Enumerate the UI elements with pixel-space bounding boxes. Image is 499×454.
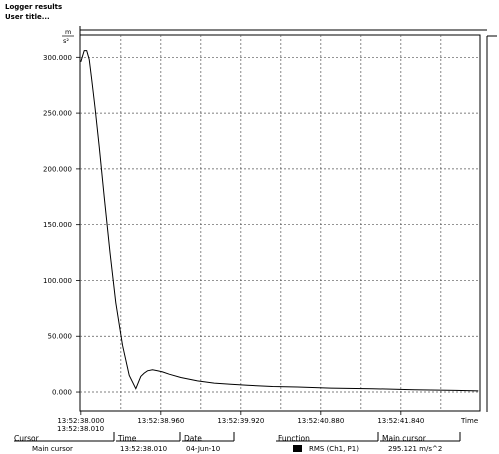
series-line-rms[interactable]: [80, 50, 479, 392]
time-column-header[interactable]: Time: [118, 434, 137, 443]
y-tick-label: 200.000: [43, 165, 72, 173]
y-tick-label: 250.000: [43, 110, 72, 118]
y-tick-label: 150.000: [43, 221, 72, 229]
x-axis-label: Time: [460, 417, 478, 425]
user-title[interactable]: User title...: [5, 13, 50, 21]
x-tick-label: 13:52:40.880: [297, 417, 344, 425]
x-start-label: 13:52:38.010: [57, 425, 104, 433]
cursor-panel-frame: [14, 432, 461, 442]
cursor-name[interactable]: Main cursor: [32, 445, 73, 453]
y-tick-label: 100.000: [43, 277, 72, 285]
function-column-header[interactable]: Function: [278, 434, 310, 443]
x-axis-ticks: 13:52:38.000 13:52:38.960 13:52:39.920 13:5…: [57, 411, 424, 425]
x-tick-label: 13:52:38.960: [137, 417, 184, 425]
main-cursor-column-header[interactable]: Main cursor: [382, 434, 426, 443]
function-value: RMS (Ch1, P1): [309, 445, 359, 453]
y-axis-ticks: 0.000 50.000 100.000 150.000 200.000 250.000 3…: [43, 54, 80, 397]
y-tick-label: 50.000: [48, 333, 73, 341]
y-tick-label: 0.000: [52, 389, 72, 397]
x-tick-label: 13:52:38.000: [57, 417, 104, 425]
x-tick-label: 13:52:39.920: [217, 417, 264, 425]
y-unit-bottom: s²: [63, 37, 69, 45]
grid: [80, 35, 480, 411]
main-cursor-value: 295.121 m/s^2: [388, 445, 443, 453]
date-column-header[interactable]: Date: [184, 434, 202, 443]
y-unit-top: m: [65, 28, 71, 36]
plot-frame: [79, 34, 481, 412]
x-tick-label: 13:52:41.840: [377, 417, 424, 425]
cursor-time-value: 13:52:38.010: [120, 445, 168, 453]
series-color-swatch: [293, 445, 302, 452]
app-title: Logger results: [5, 3, 63, 11]
cursor-date-value: 04-Jun-10: [186, 445, 221, 453]
y-tick-label: 300.000: [43, 54, 72, 62]
cursor-column-header[interactable]: Cursor: [14, 434, 39, 443]
